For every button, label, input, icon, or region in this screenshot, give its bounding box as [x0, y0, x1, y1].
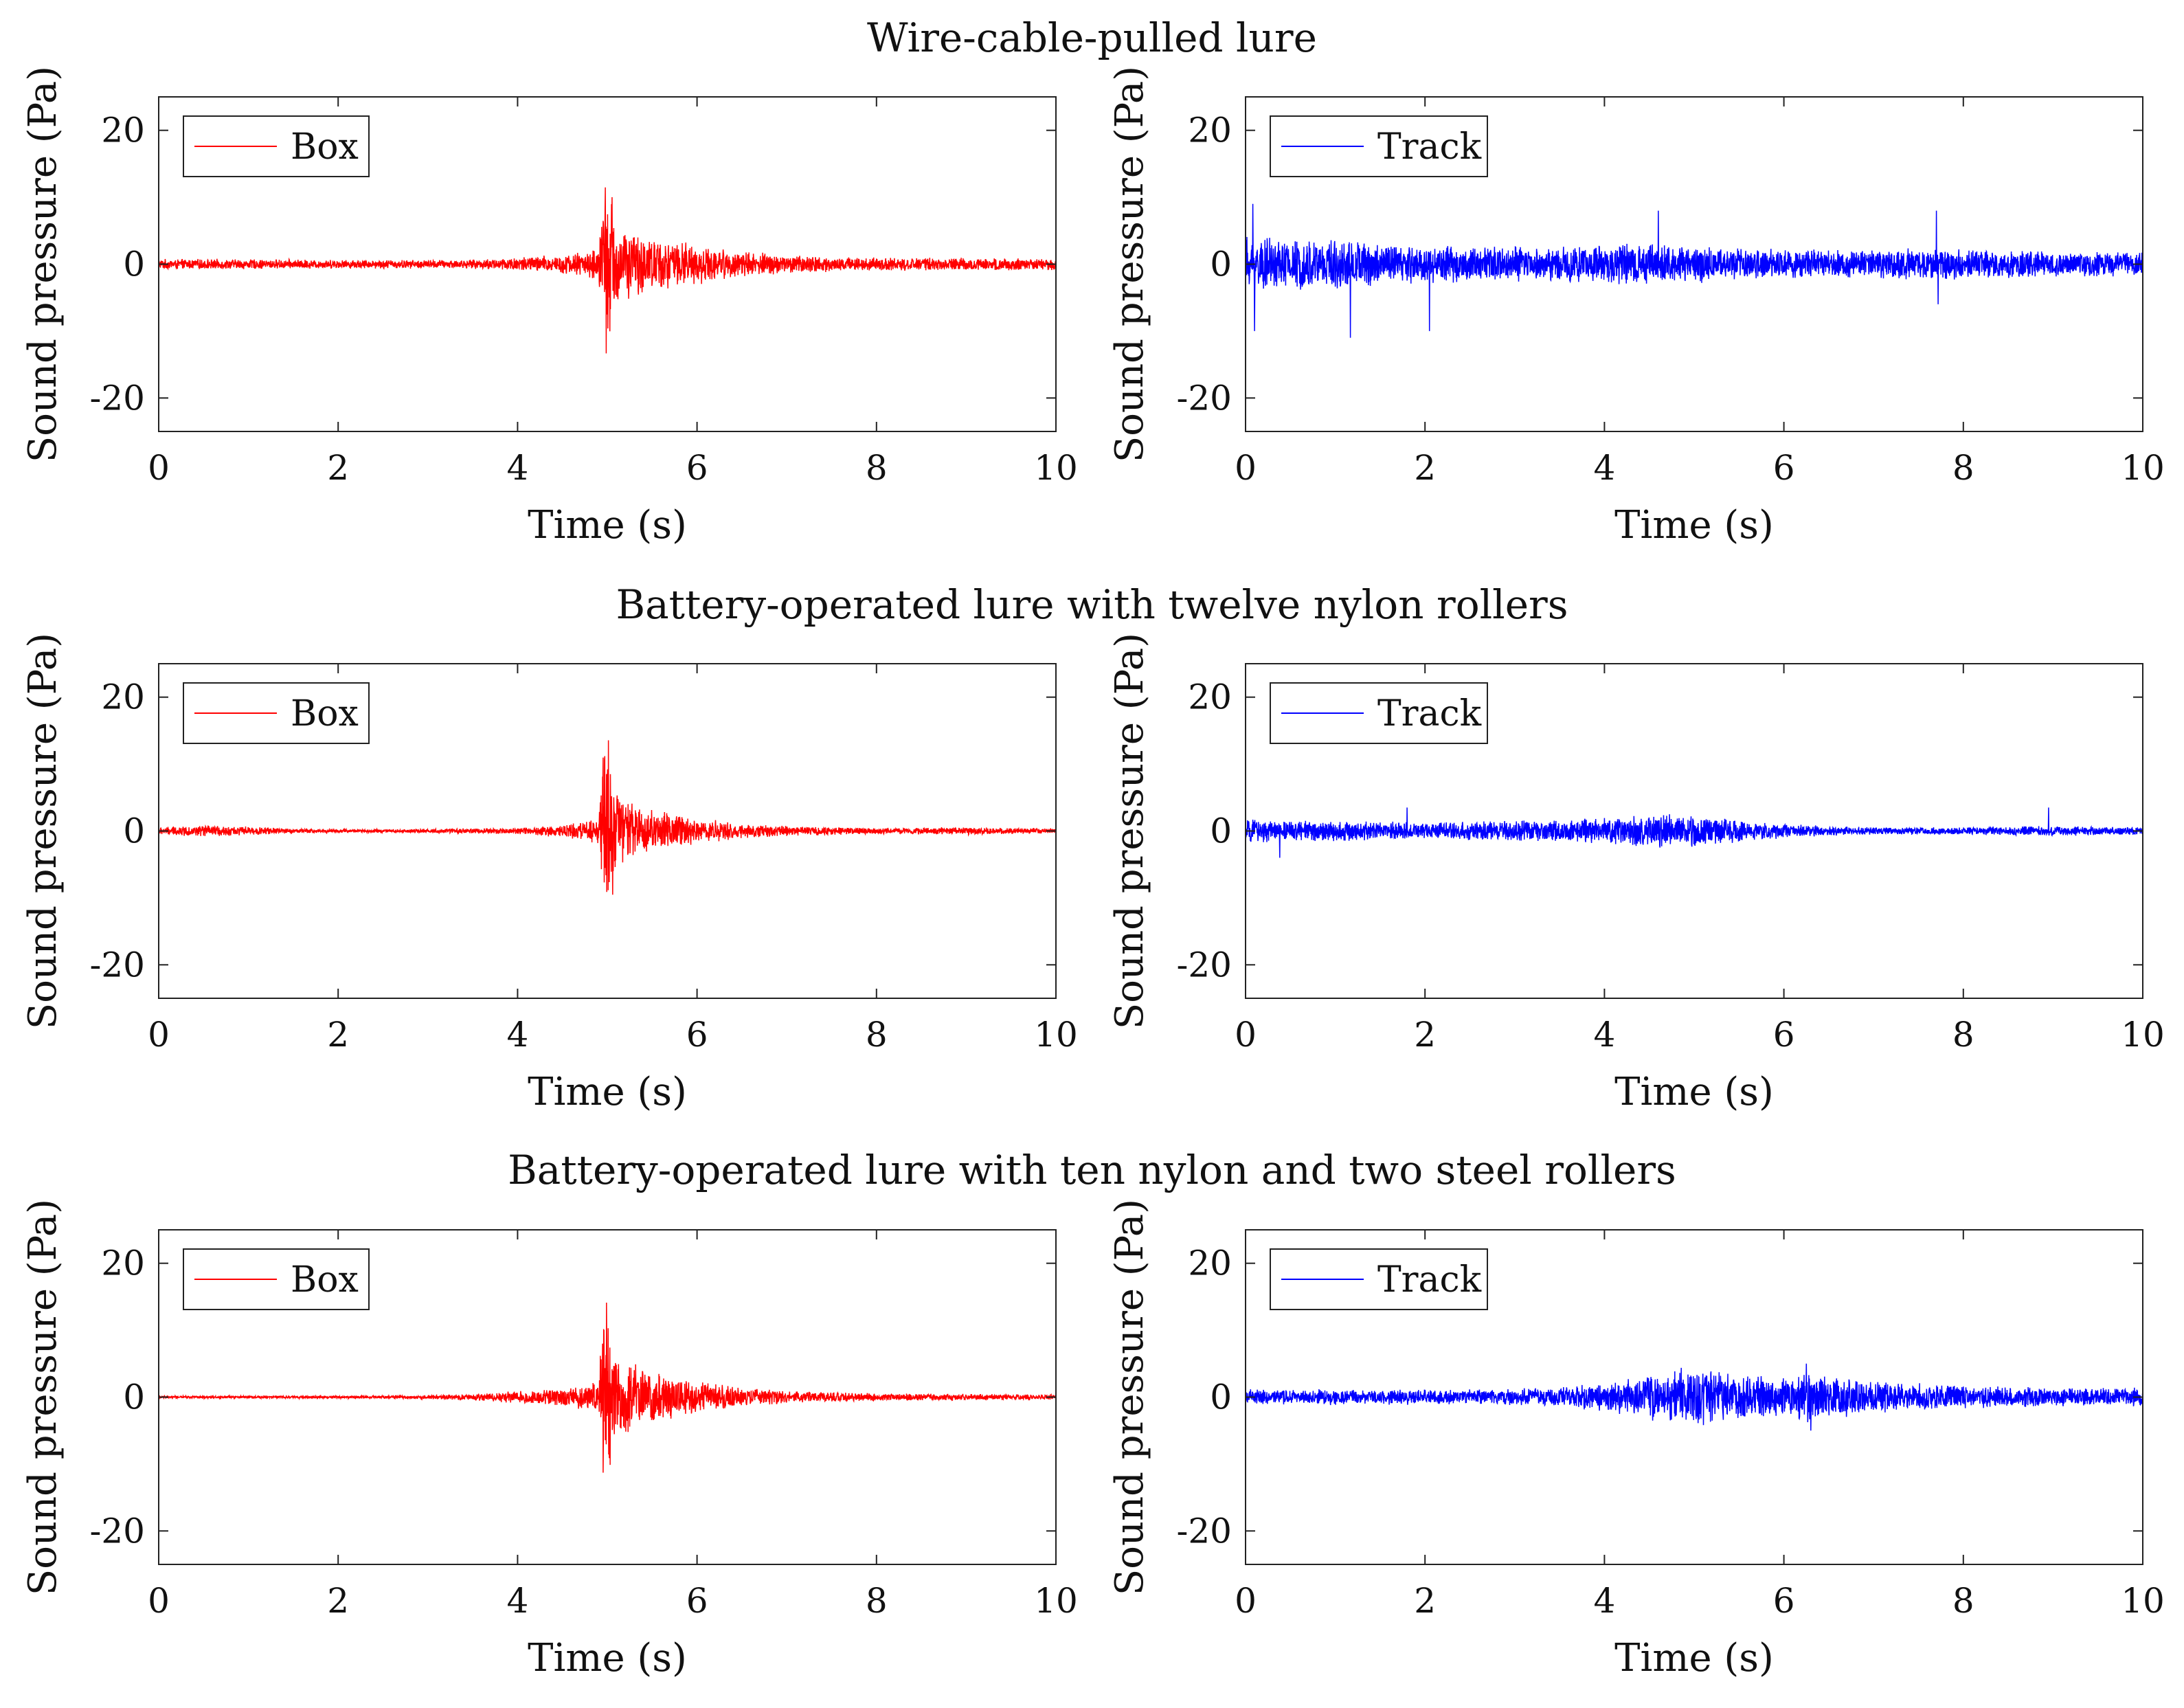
- row-title: Battery-operated lure with ten nylon and…: [508, 1147, 1676, 1193]
- x-tick-label: 4: [506, 1581, 528, 1621]
- x-tick-label: 10: [2121, 1581, 2165, 1621]
- x-axis-label: Time (s): [1614, 503, 1774, 548]
- y-tick-label: -20: [89, 945, 145, 985]
- x-tick-label: 10: [1034, 1015, 1078, 1055]
- x-tick-label: 2: [1414, 1581, 1436, 1621]
- y-tick-label: -20: [1176, 1511, 1232, 1551]
- x-tick-label: 4: [506, 1015, 528, 1055]
- x-axis-label: Time (s): [528, 503, 687, 548]
- x-tick-label: 8: [1952, 448, 1974, 488]
- signal-line: [1245, 807, 2143, 858]
- row-title: Wire-cable-pulled lure: [867, 14, 1317, 61]
- x-tick-label: 0: [148, 1015, 170, 1055]
- x-tick-label: 0: [148, 448, 170, 488]
- x-tick-label: 6: [686, 1581, 708, 1621]
- x-axis-label: Time (s): [1614, 1636, 1774, 1681]
- x-tick-label: 8: [1952, 1015, 1974, 1055]
- y-tick-label: 20: [1188, 111, 1232, 150]
- y-tick-label: -20: [89, 1511, 145, 1551]
- x-tick-label: 10: [1034, 1581, 1078, 1621]
- y-tick-label: 20: [101, 677, 145, 717]
- x-tick-label: 4: [1593, 1015, 1615, 1055]
- x-tick-label: 2: [327, 1581, 349, 1621]
- y-tick-label: -20: [1176, 378, 1232, 418]
- signal-line: [1245, 1363, 2143, 1431]
- x-tick-label: 6: [686, 1015, 708, 1055]
- x-tick-label: 2: [1414, 1015, 1436, 1055]
- x-tick-label: 2: [1414, 448, 1436, 488]
- y-tick-label: 20: [101, 1244, 145, 1283]
- legend-label: Box: [291, 126, 359, 168]
- legend-label: Track: [1377, 126, 1482, 168]
- y-tick-label: 0: [123, 811, 145, 851]
- x-tick-label: 10: [1034, 448, 1078, 488]
- x-tick-label: 0: [148, 1581, 170, 1621]
- row-title: Battery-operated lure with twelve nylon …: [616, 581, 1568, 628]
- y-axis-label: Sound pressure (Pa): [21, 1199, 65, 1595]
- x-tick-label: 6: [1773, 1581, 1795, 1621]
- y-tick-label: 20: [1188, 677, 1232, 717]
- y-tick-label: 0: [123, 245, 145, 284]
- y-axis-label: Sound pressure (Pa): [1107, 1199, 1152, 1595]
- y-tick-label: 20: [1188, 1244, 1232, 1283]
- legend-label: Track: [1377, 693, 1482, 734]
- x-axis-label: Time (s): [528, 1070, 687, 1114]
- x-tick-label: 0: [1235, 448, 1257, 488]
- y-tick-label: -20: [89, 378, 145, 418]
- x-tick-label: 6: [686, 448, 708, 488]
- legend-label: Box: [291, 693, 359, 734]
- x-tick-label: 8: [1952, 1581, 1974, 1621]
- x-axis-label: Time (s): [528, 1636, 687, 1681]
- legend-label: Box: [291, 1259, 359, 1301]
- signal-line: [158, 740, 1057, 895]
- x-tick-label: 0: [1235, 1015, 1257, 1055]
- y-tick-label: 0: [123, 1378, 145, 1417]
- x-tick-label: 6: [1773, 448, 1795, 488]
- y-axis-label: Sound pressure (Pa): [21, 633, 65, 1029]
- y-tick-label: 20: [101, 111, 145, 150]
- x-tick-label: 8: [866, 1581, 888, 1621]
- x-tick-label: 10: [2121, 448, 2165, 488]
- x-tick-label: 8: [866, 1015, 888, 1055]
- x-tick-label: 10: [2121, 1015, 2165, 1055]
- y-axis-label: Sound pressure (Pa): [21, 66, 65, 462]
- y-tick-label: 0: [1210, 811, 1232, 851]
- x-tick-label: 8: [866, 448, 888, 488]
- signal-line: [1245, 203, 2143, 338]
- x-axis-label: Time (s): [1614, 1070, 1774, 1114]
- signal-line: [158, 187, 1057, 354]
- y-tick-label: 0: [1210, 245, 1232, 284]
- x-tick-label: 2: [327, 448, 349, 488]
- x-tick-label: 0: [1235, 1581, 1257, 1621]
- y-tick-label: 0: [1210, 1378, 1232, 1417]
- y-axis-label: Sound pressure (Pa): [1107, 633, 1152, 1029]
- x-tick-label: 4: [1593, 448, 1615, 488]
- x-tick-label: 4: [506, 448, 528, 488]
- y-axis-label: Sound pressure (Pa): [1107, 66, 1152, 462]
- x-tick-label: 4: [1593, 1581, 1615, 1621]
- x-tick-label: 6: [1773, 1015, 1795, 1055]
- y-tick-label: -20: [1176, 945, 1232, 985]
- signal-line: [158, 1302, 1057, 1473]
- x-tick-label: 2: [327, 1015, 349, 1055]
- legend-label: Track: [1377, 1259, 1482, 1301]
